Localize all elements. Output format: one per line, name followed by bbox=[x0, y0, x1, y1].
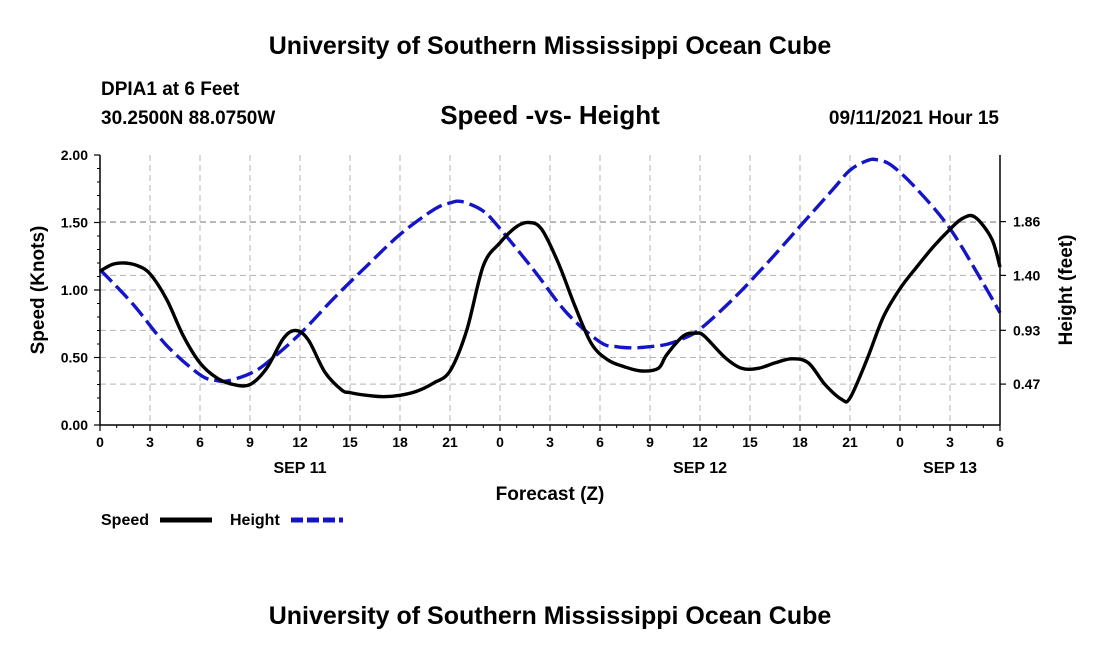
y2-tick-label: 0.93 bbox=[1013, 322, 1040, 338]
x-axis-label: Forecast (Z) bbox=[496, 484, 605, 505]
x-tick-label: 18 bbox=[792, 434, 808, 450]
coordinates-label: 30.2500N 88.0750W bbox=[101, 108, 275, 129]
tick-labels: 0 3 6 9 12 15 18 21 0 3 6 9 12 15 18 21 0 3 6 0.00 0.50 1.00 1… bbox=[61, 147, 1041, 477]
x-tick-label: 9 bbox=[646, 434, 654, 450]
x-tick-label: 3 bbox=[146, 434, 154, 450]
series-layer bbox=[98, 157, 1002, 404]
y2-tick-label: 1.40 bbox=[1013, 267, 1040, 283]
x-tick-label: 0 bbox=[896, 434, 904, 450]
grid-lines bbox=[100, 155, 1000, 425]
axes-frame bbox=[94, 154, 1006, 431]
legend-height-label: Height bbox=[230, 512, 280, 529]
station-label: DPIA1 at 6 Feet bbox=[101, 79, 240, 100]
chart-title: Speed -vs- Height bbox=[440, 100, 660, 130]
x-tick-label: 15 bbox=[742, 434, 758, 450]
page-title-bottom: University of Southern Mississippi Ocean… bbox=[269, 602, 832, 630]
legend-speed-label: Speed bbox=[101, 512, 149, 529]
date-label: SEP 12 bbox=[673, 460, 727, 477]
x-tick-label: 12 bbox=[692, 434, 708, 450]
y-tick-label: 0.50 bbox=[61, 350, 88, 366]
x-tick-label: 6 bbox=[996, 434, 1004, 450]
x-tick-label: 15 bbox=[342, 434, 358, 450]
y-tick-label: 0.00 bbox=[61, 417, 88, 433]
x-tick-label: 21 bbox=[842, 434, 858, 450]
y2-tick-label: 0.47 bbox=[1013, 376, 1040, 392]
x-tick-label: 6 bbox=[596, 434, 604, 450]
date-label: SEP 13 bbox=[923, 460, 977, 477]
y-tick-label: 1.00 bbox=[61, 282, 88, 298]
x-tick-label: 0 bbox=[96, 434, 104, 450]
x-tick-label: 6 bbox=[196, 434, 204, 450]
date-label: SEP 11 bbox=[273, 460, 326, 477]
speed-series-line bbox=[99, 213, 1002, 404]
x-tick-label: 3 bbox=[946, 434, 954, 450]
x-tick-label: 21 bbox=[442, 434, 458, 450]
y2-axis-label: Height (feet) bbox=[1056, 235, 1077, 346]
legend: Speed Height bbox=[101, 512, 343, 529]
x-tick-label: 12 bbox=[292, 434, 308, 450]
x-tick-label: 0 bbox=[496, 434, 504, 450]
x-tick-label: 18 bbox=[392, 434, 408, 450]
datetime-label: 09/11/2021 Hour 15 bbox=[829, 108, 999, 129]
page-title-top: University of Southern Mississippi Ocean… bbox=[269, 32, 832, 60]
x-tick-label: 9 bbox=[246, 434, 254, 450]
x-tick-label: 3 bbox=[546, 434, 554, 450]
y2-tick-label: 1.86 bbox=[1013, 214, 1040, 230]
y-tick-label: 1.50 bbox=[61, 215, 88, 231]
y-axis-label: Speed (Knots) bbox=[28, 226, 49, 355]
y-tick-label: 2.00 bbox=[61, 147, 88, 163]
